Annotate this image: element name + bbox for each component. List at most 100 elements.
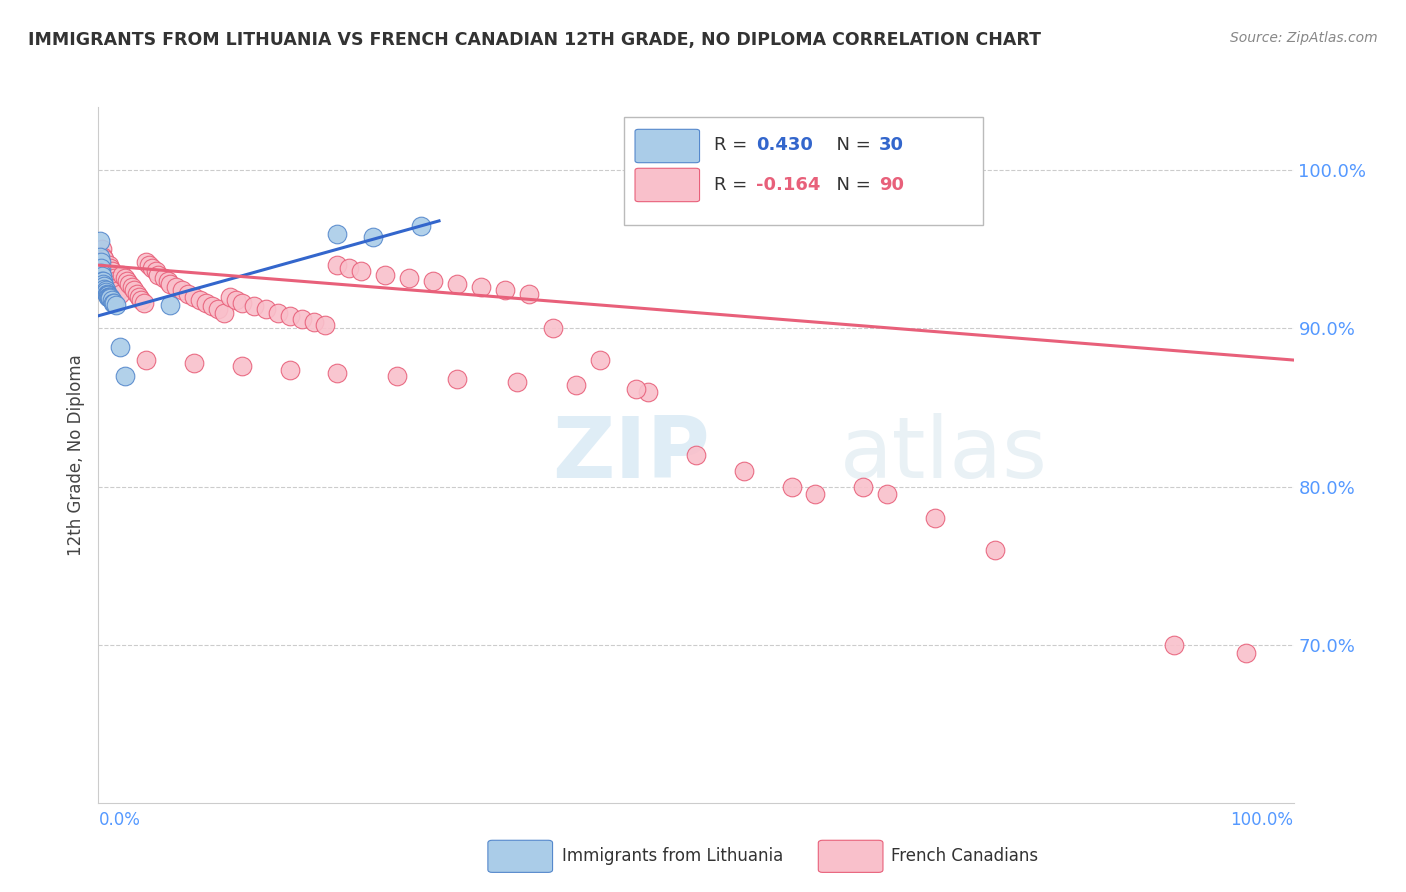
Point bbox=[98, 290, 121, 304]
Text: Source: ZipAtlas.com: Source: ZipAtlas.com bbox=[1230, 31, 1378, 45]
Point bbox=[302, 315, 325, 329]
Point bbox=[363, 229, 385, 244]
Point bbox=[97, 290, 120, 304]
Text: 0.0%: 0.0% bbox=[98, 811, 141, 829]
Point bbox=[517, 286, 540, 301]
Point bbox=[98, 291, 122, 305]
Point bbox=[225, 293, 247, 307]
Point bbox=[637, 384, 659, 399]
Point bbox=[98, 261, 122, 276]
Point bbox=[93, 282, 115, 296]
FancyBboxPatch shape bbox=[636, 169, 700, 202]
Point bbox=[115, 274, 138, 288]
Point bbox=[105, 298, 128, 312]
FancyBboxPatch shape bbox=[818, 840, 883, 872]
Point bbox=[291, 312, 314, 326]
Point bbox=[876, 487, 898, 501]
Text: 100.0%: 100.0% bbox=[1230, 811, 1294, 829]
Text: atlas: atlas bbox=[839, 413, 1047, 497]
Point bbox=[103, 270, 125, 285]
Y-axis label: 12th Grade, No Diploma: 12th Grade, No Diploma bbox=[67, 354, 86, 556]
Point bbox=[177, 286, 200, 301]
Text: N =: N = bbox=[825, 136, 876, 154]
Point bbox=[589, 353, 612, 368]
Point bbox=[385, 368, 409, 383]
Point bbox=[93, 278, 115, 293]
Point bbox=[90, 266, 112, 280]
Point bbox=[135, 255, 157, 269]
Point bbox=[91, 274, 114, 288]
Point bbox=[91, 274, 114, 288]
Point bbox=[96, 280, 118, 294]
Point bbox=[565, 378, 588, 392]
Text: R =: R = bbox=[714, 176, 752, 194]
Point bbox=[132, 296, 155, 310]
Point bbox=[90, 264, 112, 278]
Point bbox=[105, 277, 128, 292]
Point bbox=[243, 299, 266, 313]
Point bbox=[159, 277, 181, 292]
Point bbox=[804, 487, 827, 501]
Point bbox=[98, 258, 121, 272]
Point bbox=[89, 235, 111, 249]
Point bbox=[172, 284, 194, 298]
Point bbox=[96, 288, 118, 302]
Point bbox=[446, 372, 468, 386]
Point bbox=[128, 290, 150, 304]
Point bbox=[156, 274, 179, 288]
Point bbox=[91, 250, 114, 264]
Point bbox=[141, 261, 163, 276]
Point bbox=[194, 296, 218, 310]
Text: 30: 30 bbox=[879, 136, 904, 154]
Point bbox=[278, 309, 301, 323]
Point bbox=[685, 448, 707, 462]
Point bbox=[411, 219, 433, 233]
Point bbox=[207, 302, 229, 317]
Point bbox=[374, 268, 396, 282]
Point bbox=[315, 318, 337, 333]
Point bbox=[118, 277, 141, 292]
Point bbox=[91, 269, 114, 284]
Point bbox=[350, 264, 373, 278]
Point bbox=[153, 270, 176, 285]
Point bbox=[159, 298, 181, 312]
Text: 0.430: 0.430 bbox=[756, 136, 813, 154]
Point bbox=[446, 277, 468, 292]
Point bbox=[165, 280, 187, 294]
Point bbox=[135, 353, 157, 368]
Point bbox=[201, 299, 224, 313]
Point bbox=[984, 542, 1007, 557]
Point bbox=[91, 277, 114, 292]
Point bbox=[114, 270, 136, 285]
Point bbox=[107, 284, 129, 298]
Point bbox=[148, 268, 170, 282]
Point bbox=[100, 264, 122, 278]
Point bbox=[398, 270, 420, 285]
Text: R =: R = bbox=[714, 136, 752, 154]
Text: ZIP: ZIP bbox=[553, 413, 710, 497]
Point bbox=[1234, 646, 1257, 660]
Point bbox=[101, 296, 124, 310]
Point bbox=[183, 290, 205, 304]
Point bbox=[96, 286, 118, 301]
Point bbox=[326, 227, 349, 241]
Point bbox=[93, 252, 115, 266]
Point bbox=[278, 362, 301, 376]
Point bbox=[326, 366, 349, 380]
Point bbox=[183, 356, 205, 370]
Point bbox=[94, 285, 117, 299]
Point bbox=[104, 274, 127, 288]
Point bbox=[852, 479, 875, 493]
Point bbox=[108, 340, 131, 354]
Point bbox=[91, 243, 114, 257]
Point bbox=[1163, 638, 1185, 652]
Point bbox=[101, 268, 124, 282]
Point bbox=[90, 261, 112, 276]
Point bbox=[470, 280, 492, 294]
Point bbox=[91, 268, 114, 282]
Point bbox=[103, 296, 125, 310]
Point bbox=[97, 288, 120, 302]
Point bbox=[90, 255, 112, 269]
Point bbox=[326, 258, 349, 272]
FancyBboxPatch shape bbox=[636, 129, 700, 162]
